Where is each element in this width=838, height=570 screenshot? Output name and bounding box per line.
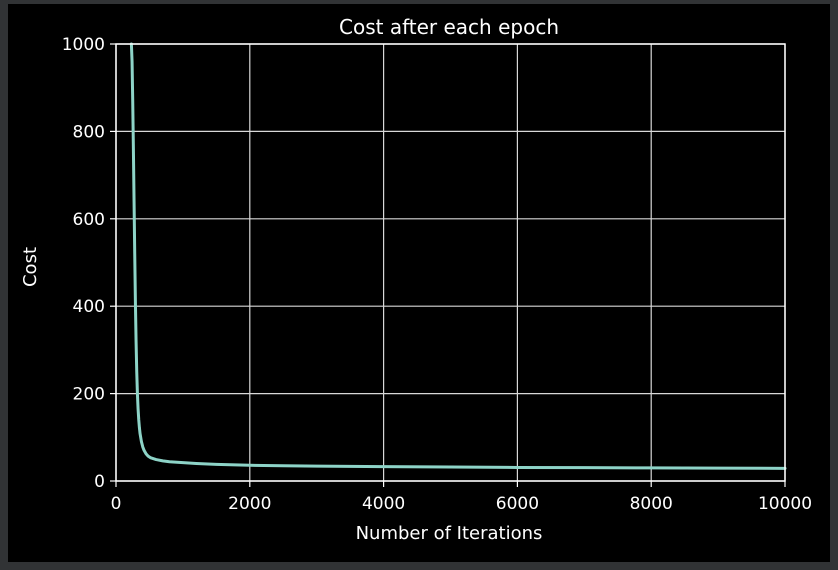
chart-title: Cost after each epoch: [339, 15, 559, 39]
x-tick-label: 8000: [630, 494, 673, 514]
tick-labels: 0 2000 4000 6000 8000 10000 0 200 400 600 800 1000: [62, 35, 812, 514]
x-tick-label: 0: [111, 494, 122, 514]
y-tick-label: 1000: [62, 35, 105, 55]
grid-lines: [115, 43, 786, 482]
y-tick-label: 600: [73, 210, 105, 230]
cost-line-chart: Cost after each epoch 0 2000 4000 6000 8000 1…: [20, 15, 812, 544]
x-tick-label: 2000: [228, 494, 271, 514]
y-tick-label: 200: [73, 385, 105, 405]
y-tick-label: 800: [73, 122, 105, 142]
series-line: [129, 42, 787, 470]
y-tick-label: 400: [73, 297, 105, 317]
y-tick-label: 0: [94, 472, 105, 492]
x-axis-label: Number of Iterations: [356, 523, 543, 544]
x-tick-label: 10000: [758, 494, 812, 514]
chart-figure: Cost after each epoch 0 2000 4000 6000 8000 1…: [8, 4, 830, 562]
y-axis-label: Cost: [20, 247, 41, 287]
x-tick-label: 6000: [496, 494, 539, 514]
x-tick-label: 4000: [362, 494, 405, 514]
axes-frame: [115, 43, 786, 482]
